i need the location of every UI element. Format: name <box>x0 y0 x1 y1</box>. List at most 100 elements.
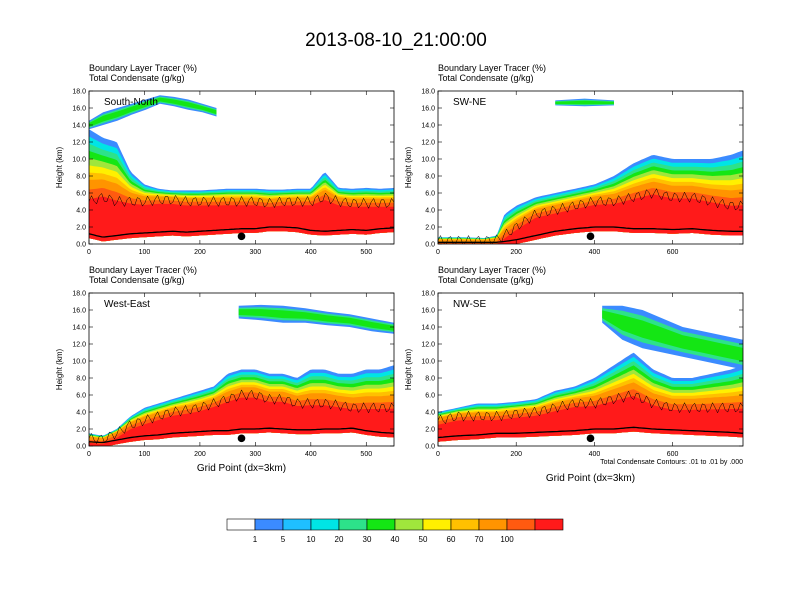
colorbar-box <box>450 518 480 531</box>
condensate-contour <box>89 389 394 445</box>
x-tick-label: 600 <box>667 249 679 256</box>
y-tick-label: 4.0 <box>425 410 435 417</box>
y-tick-label: 12.0 <box>72 342 86 349</box>
y-tick-label: 10.0 <box>72 157 86 164</box>
x-tick-label: 300 <box>250 451 262 458</box>
colorbar-box <box>366 518 396 531</box>
x-tick-label: 200 <box>194 451 206 458</box>
colorbar-box <box>338 518 368 531</box>
plot-frame <box>437 292 744 447</box>
terrain-line <box>438 426 743 439</box>
plot-frame <box>88 90 395 245</box>
x-tick-label: 400 <box>305 451 317 458</box>
x-tick-label: 100 <box>139 249 151 256</box>
panel-south-north: Boundary Layer Tracer (%) Total Condensat… <box>40 62 400 272</box>
x-tick-label: 0 <box>436 451 440 458</box>
contour-note: Total Condensate Contours: .01 to .01 by… <box>600 459 743 466</box>
panel-name: South-North <box>104 97 158 108</box>
chart-svg: Boundary Layer Tracer (%)Total Condensat… <box>55 63 395 256</box>
y-tick-label: 16.0 <box>72 106 86 113</box>
x-axis-label: Grid Point (dx=3km) <box>546 473 635 484</box>
colorbar-label: 100 <box>500 535 514 544</box>
header-line-2: Total Condensate (g/kg) <box>89 73 185 83</box>
y-tick-label: 14.0 <box>421 325 435 332</box>
condensate-contour <box>438 188 743 244</box>
terrain-line <box>438 226 743 243</box>
y-tick-label: 8.0 <box>76 376 86 383</box>
figure-title: 2013-08-10_21:00:00 <box>305 30 487 51</box>
header-line-2: Total Condensate (g/kg) <box>438 73 534 83</box>
x-tick-label: 500 <box>360 451 372 458</box>
terrain-line <box>89 226 394 238</box>
x-tick-label: 200 <box>510 451 522 458</box>
y-axis-label: Height (km) <box>55 348 64 390</box>
y-tick-label: 0.0 <box>425 444 435 451</box>
x-tick-label: 0 <box>87 249 91 256</box>
y-axis-label: Height (km) <box>55 146 64 188</box>
x-tick-label: 400 <box>589 249 601 256</box>
panel-name: West-East <box>104 299 150 310</box>
header-line-1: Boundary Layer Tracer (%) <box>89 63 197 73</box>
panel-name: NW-SE <box>453 299 486 310</box>
location-marker <box>586 434 595 443</box>
location-marker <box>237 434 246 443</box>
x-tick-label: 200 <box>510 249 522 256</box>
plot-area <box>89 304 394 446</box>
y-tick-label: 8.0 <box>425 174 435 181</box>
y-tick-label: 10.0 <box>72 359 86 366</box>
y-tick-label: 16.0 <box>421 308 435 315</box>
x-tick-label: 200 <box>194 249 206 256</box>
condensate-contour <box>89 192 394 209</box>
y-tick-label: 2.0 <box>76 427 86 434</box>
y-tick-label: 14.0 <box>421 123 435 130</box>
y-tick-label: 4.0 <box>425 208 435 215</box>
colorbar-box <box>226 518 256 531</box>
colorbar-label: 1 <box>253 535 258 544</box>
colorbar-box <box>254 518 284 531</box>
y-tick-label: 12.0 <box>421 342 435 349</box>
colorbar-box <box>422 518 452 531</box>
y-tick-label: 16.0 <box>72 308 86 315</box>
header-line-1: Boundary Layer Tracer (%) <box>89 265 197 275</box>
panel-name: SW-NE <box>453 97 486 108</box>
header-line-1: Boundary Layer Tracer (%) <box>438 63 546 73</box>
x-tick-label: 0 <box>436 249 440 256</box>
x-tick-label: 500 <box>360 249 372 256</box>
chart-svg: Boundary Layer Tracer (%)Total Condensat… <box>55 265 395 474</box>
panel-nw-se: Boundary Layer Tracer (%) Total Condensat… <box>389 264 749 494</box>
y-tick-label: 2.0 <box>425 225 435 232</box>
tracer-band-11 <box>89 196 394 242</box>
plot-frame <box>88 292 395 447</box>
upper-cloud-layer <box>89 97 217 127</box>
upper-cloud-layer <box>602 310 743 362</box>
y-tick-label: 16.0 <box>421 106 435 113</box>
colorbar-label: 60 <box>447 535 456 544</box>
header-line-1: Boundary Layer Tracer (%) <box>438 265 546 275</box>
y-tick-label: 4.0 <box>76 208 86 215</box>
y-tick-label: 18.0 <box>421 89 435 96</box>
chart-svg: Boundary Layer Tracer (%)Total Condensat… <box>404 63 744 256</box>
colorbar-svg: 1 5 10 20 30 40 50 60 70 100 <box>226 518 564 544</box>
y-tick-label: 6.0 <box>76 191 86 198</box>
x-tick-label: 400 <box>589 451 601 458</box>
upper-cloud-layer <box>238 309 394 331</box>
colorbar-label: 70 <box>475 535 484 544</box>
y-tick-label: 14.0 <box>72 123 86 130</box>
terrain-line <box>89 427 394 444</box>
panel-sw-ne: Boundary Layer Tracer (%) Total Condensat… <box>389 62 749 272</box>
plot-area <box>438 98 743 244</box>
location-marker <box>586 232 595 241</box>
tracer-band-11 <box>438 194 743 244</box>
panel-west-east: Boundary Layer Tracer (%) Total Condensat… <box>40 264 400 494</box>
y-tick-label: 2.0 <box>76 225 86 232</box>
y-tick-label: 10.0 <box>421 359 435 366</box>
colorbar-label: 50 <box>419 535 428 544</box>
condensate-contour <box>438 390 743 425</box>
colorbar-label: 10 <box>307 535 316 544</box>
plot-area <box>438 305 743 442</box>
tracer-band-11 <box>438 395 743 442</box>
y-tick-label: 14.0 <box>72 325 86 332</box>
x-tick-label: 100 <box>139 451 151 458</box>
y-tick-label: 0.0 <box>425 242 435 249</box>
colorbar-legend: 1 5 10 20 30 40 50 60 70 100 <box>226 518 582 557</box>
